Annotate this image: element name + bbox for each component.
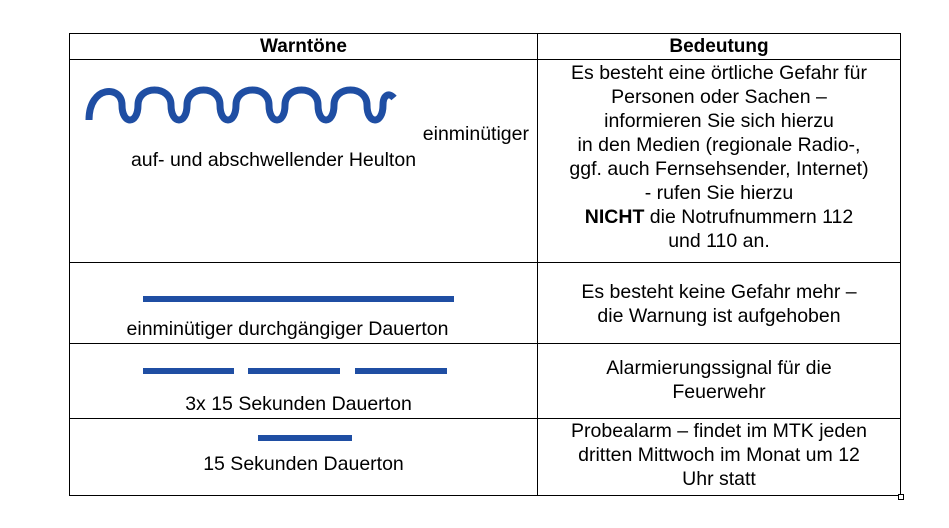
row-4-meaning: Probealarm – findet im MTK jeden dritten… (538, 419, 900, 491)
tone-segment (143, 368, 234, 374)
meaning-line: Uhr statt (682, 468, 756, 490)
short-tone-icon (258, 435, 352, 441)
tone-segment (248, 368, 340, 374)
row-divider (70, 59, 900, 60)
header-meaning: Bedeutung (669, 36, 769, 57)
row-divider (70, 343, 900, 344)
signal-label: 3x 15 Sekunden Dauerton (185, 393, 412, 415)
row-3-signal: 3x 15 Sekunden Dauerton (70, 344, 537, 418)
signal-label: 15 Sekunden Dauerton (203, 453, 404, 475)
tone-segment (355, 368, 447, 374)
row-2-meaning: Es besteht keine Gefahr mehr – die Warnu… (538, 280, 900, 328)
meaning-line: Es besteht eine örtliche Gefahr für (571, 62, 867, 84)
row-3-meaning: Alarmierungssignal für die Feuerwehr (538, 356, 900, 404)
wave-signal-icon (85, 86, 397, 124)
meaning-line: dritten Mittwoch im Monat um 12 (578, 444, 860, 466)
row-4-signal: 15 Sekunden Dauerton (70, 419, 537, 497)
meaning-line: ggf. auch Fernsehsender, Internet) (569, 158, 869, 180)
meaning-line: - rufen Sie hierzu (644, 182, 794, 204)
signal-label-line2: auf- und abschwellender Heulton (70, 148, 537, 172)
row-1-meaning: Es besteht eine örtliche Gefahr für Pers… (538, 61, 900, 253)
meaning-after-bold: die Notrufnummern 112 (644, 206, 854, 228)
warning-signals-table: Warntöne Bedeutung einminütiger auf- und… (69, 33, 901, 496)
meaning-line: und 110 an. (668, 230, 770, 252)
meaning-line: NICHT die Notrufnummern 112 (538, 205, 900, 229)
meaning-line: Probealarm – findet im MTK jeden (571, 420, 867, 442)
meaning-line: informieren Sie sich hierzu (604, 110, 834, 132)
meaning-line: Alarmierungssignal für die (606, 357, 832, 379)
signal-label: einminütiger durchgängiger Dauerton (126, 318, 449, 340)
header-warning-tones: Warntöne (260, 36, 347, 57)
signal-label-line2-text: auf- und abschwellender Heulton (130, 149, 417, 171)
table-resize-handle[interactable] (898, 494, 904, 500)
meaning-line: die Warnung ist aufgehoben (597, 305, 841, 327)
row-2-signal: einminütiger durchgängiger Dauerton (70, 263, 537, 343)
continuous-tone-icon (143, 296, 454, 302)
row-1-signal: einminütiger auf- und abschwellender Heu… (70, 60, 537, 262)
meaning-line: Personen oder Sachen – (611, 86, 827, 108)
meaning-line: Es besteht keine Gefahr mehr – (581, 281, 857, 303)
meaning-line: in den Medien (regionale Radio-, (577, 134, 861, 156)
meaning-line: Feuerwehr (672, 381, 766, 403)
meaning-bold: NICHT (584, 206, 645, 228)
signal-label-line1: einminütiger (422, 123, 529, 145)
column-divider (537, 34, 538, 495)
row-divider (70, 418, 900, 419)
row-divider (70, 262, 900, 263)
